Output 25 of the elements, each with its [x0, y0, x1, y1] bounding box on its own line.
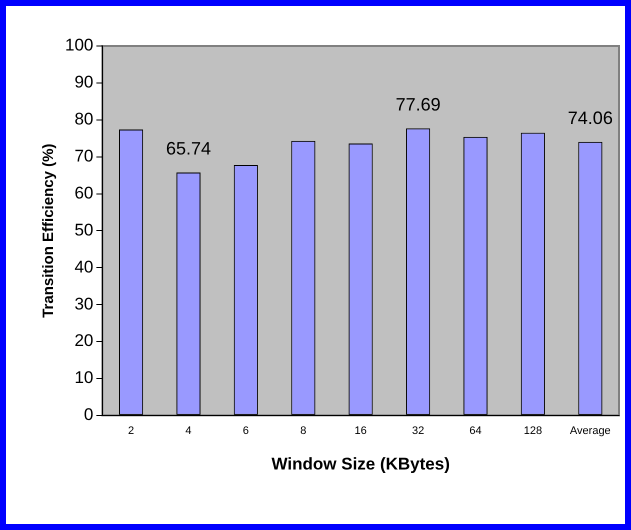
y-tick-label: 30: [74, 294, 94, 314]
x-tick-label: 128: [524, 425, 542, 438]
y-tick-label: 90: [74, 72, 94, 92]
x-tick-label: 16: [354, 425, 367, 438]
y-tick-label: 40: [74, 257, 94, 276]
y-axis-title: Transition Efficiency (%): [40, 144, 58, 318]
y-tick-label: 80: [74, 110, 94, 129]
y-tick-label: 60: [74, 183, 94, 202]
y-tick-label: 70: [74, 146, 94, 166]
y-tick-label: 50: [74, 220, 94, 240]
x-tick-label: 32: [412, 425, 424, 438]
data-label: 74.06: [568, 108, 613, 128]
data-label: 65.74: [166, 138, 211, 159]
y-tick-label: 0: [84, 405, 94, 424]
y-tick-label: 10: [74, 368, 94, 388]
y-tick-label: 20: [74, 331, 94, 350]
x-axis-title: Window Size (KBytes): [272, 454, 450, 474]
data-label: 77.69: [396, 94, 441, 114]
y-tick-label: 100: [64, 36, 94, 55]
x-tick-label: 2: [128, 425, 134, 438]
x-tick-label: 64: [469, 425, 482, 438]
x-tick-label: 4: [185, 425, 192, 438]
x-tick-label: Average: [570, 425, 611, 438]
x-tick-label: 6: [242, 425, 249, 438]
x-tick-label: 8: [300, 425, 306, 438]
